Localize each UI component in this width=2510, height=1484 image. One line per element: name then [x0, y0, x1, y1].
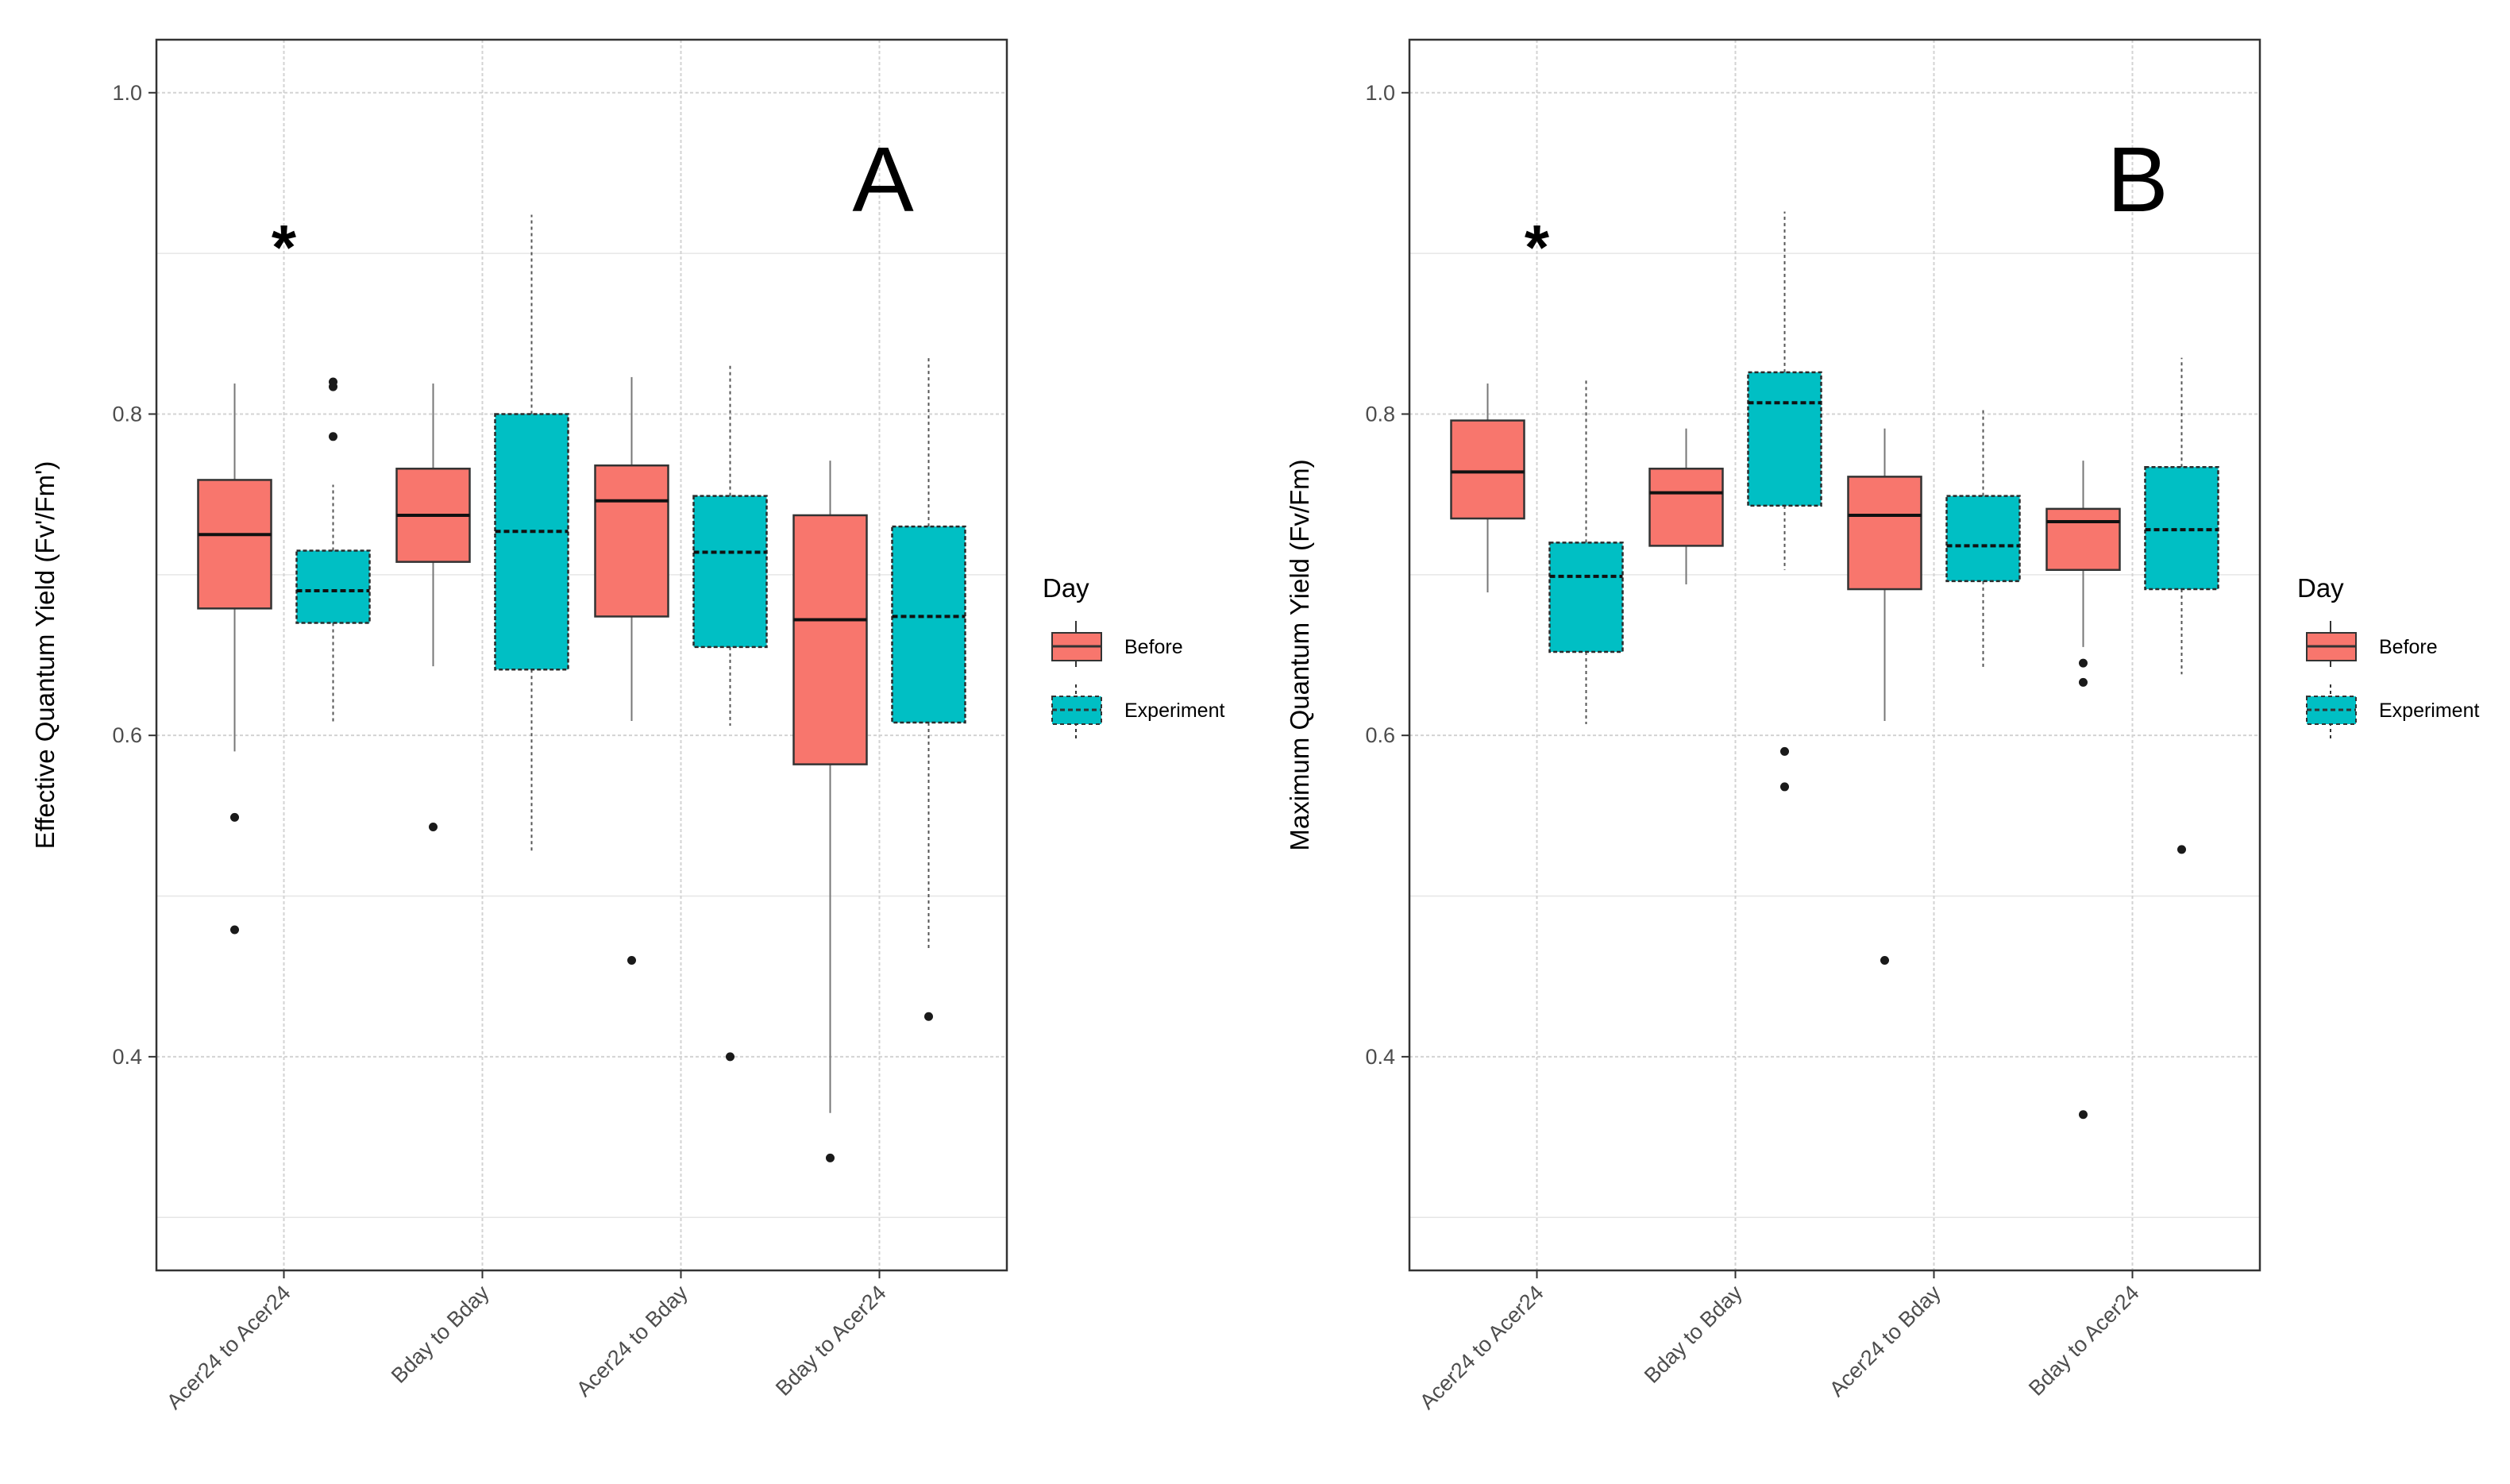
box-iqr: [197, 479, 272, 610]
box-experiment-4: [891, 356, 966, 1021]
box-experiment-2: [494, 214, 569, 853]
plot-border: [1408, 38, 2261, 1272]
box-iqr: [1548, 542, 1624, 653]
y-tick-label: 0.8: [1365, 402, 1395, 426]
x-axis-ticks: Acer24 to Acer24 Bday to Bday Acer24 to Bd…: [162, 1270, 891, 1414]
panel-label: B: [2107, 128, 2168, 231]
y-tick-label: 0.6: [112, 723, 142, 747]
x-tick-label: Bday to Bday: [387, 1281, 494, 1388]
box-experiment-1: [295, 377, 371, 723]
box-iqr: [1847, 476, 1922, 591]
outlier-point: [627, 955, 636, 965]
box-before-2: [395, 384, 471, 832]
box-before-1: [197, 384, 272, 935]
x-tick-label: Bday to Bday: [1640, 1281, 1747, 1388]
x-tick-label: Acer24 to Acer24: [162, 1281, 295, 1414]
box-iqr: [494, 413, 569, 671]
x-tick-label: Acer24 to Acer24: [1415, 1281, 1548, 1414]
box-iqr: [594, 464, 669, 618]
legend-label-before: Before: [2379, 636, 2438, 658]
legend-item-before: Before: [2306, 621, 2438, 667]
legend-item-experiment: Experiment: [2306, 684, 2479, 738]
box-experiment-3: [692, 365, 768, 1062]
outlier-point: [329, 382, 337, 391]
outlier-point: [826, 1153, 835, 1162]
legend-item-before: Before: [1051, 621, 1183, 667]
outlier-point: [726, 1052, 734, 1062]
box-experiment-2: [1747, 211, 1822, 792]
box-before-2: [1648, 428, 1724, 584]
grid-lines: [1409, 40, 2260, 1270]
x-tick-label: Acer24 to Bday: [1825, 1281, 1945, 1401]
y-tick-label: 1.0: [1365, 81, 1395, 105]
y-axis-label: Effective Quantum Yield (Fv'/Fm'): [30, 461, 60, 850]
x-tick-label: Bday to Acer24: [2024, 1281, 2144, 1401]
box-iqr: [1945, 495, 2021, 583]
box-iqr: [792, 514, 868, 765]
legend-label-experiment: Experiment: [1124, 700, 1224, 722]
box-iqr: [295, 549, 371, 624]
box-plots: [1450, 211, 2219, 1120]
box-iqr: [1648, 468, 1724, 547]
box-iqr: [2045, 507, 2121, 572]
box-before-4: [2045, 461, 2121, 1120]
box-before-3: [1847, 428, 1922, 965]
box-iqr: [891, 525, 966, 724]
significance-star: *: [1525, 212, 1550, 283]
box-before-1: [1450, 384, 1525, 593]
outlier-point: [1780, 782, 1789, 792]
y-axis-ticks: 0.4 0.6 0.8 1.0: [1365, 81, 1409, 1069]
y-tick-label: 0.4: [112, 1045, 142, 1069]
y-tick-label: 0.6: [1365, 723, 1395, 747]
y-axis-ticks: 0.4 0.6 0.8 1.0: [112, 81, 156, 1069]
legend: Day Before Experiment: [2297, 573, 2479, 738]
x-tick-label: Bday to Acer24: [771, 1281, 891, 1401]
outlier-point: [924, 1012, 933, 1021]
legend-title: Day: [1043, 573, 1089, 603]
box-plots: [197, 214, 966, 1162]
box-iqr: [692, 495, 768, 649]
box-iqr: [1450, 419, 1525, 520]
legend-label-experiment: Experiment: [2379, 700, 2479, 722]
box-before-3: [594, 376, 669, 965]
outlier-point: [2177, 845, 2186, 854]
legend-item-experiment: Experiment: [1051, 684, 1224, 738]
x-axis-ticks: Acer24 to Acer24 Bday to Bday Acer24 to Bd…: [1415, 1270, 2144, 1414]
legend-title: Day: [2297, 573, 2344, 603]
outlier-point: [1880, 955, 1889, 965]
box-iqr: [1747, 371, 1822, 507]
panel-a: 0.4 0.6 0.8 1.0 Acer24 to Acer24 Bday to Bda…: [30, 38, 1224, 1414]
y-axis-label: Maximum Quantum Yield (Fv/Fm): [1285, 459, 1314, 850]
y-tick-label: 0.4: [1365, 1045, 1395, 1069]
x-tick-label: Acer24 to Bday: [572, 1281, 692, 1401]
outlier-point: [429, 823, 438, 832]
box-experiment-4: [2144, 357, 2219, 854]
outlier-point: [2079, 658, 2088, 668]
box-experiment-3: [1945, 409, 2021, 669]
outlier-point: [230, 925, 239, 935]
box-iqr: [2144, 466, 2219, 591]
box-before-4: [792, 461, 868, 1162]
panel-label: A: [852, 128, 914, 231]
legend: Day Before Experiment: [1043, 573, 1224, 738]
legend-label-before: Before: [1124, 636, 1183, 658]
significance-star: *: [272, 212, 297, 283]
plot-border: [155, 38, 1008, 1272]
y-tick-label: 0.8: [112, 402, 142, 426]
panel-b: 0.4 0.6 0.8 1.0 Acer24 to Acer24 Bday to Bda…: [1285, 38, 2479, 1414]
outlier-point: [2079, 677, 2088, 687]
outlier-point: [329, 432, 337, 441]
outlier-point: [1780, 746, 1789, 756]
outlier-point: [2079, 1110, 2088, 1120]
y-tick-label: 1.0: [112, 81, 142, 105]
box-experiment-1: [1548, 378, 1624, 725]
outlier-point: [230, 812, 239, 822]
